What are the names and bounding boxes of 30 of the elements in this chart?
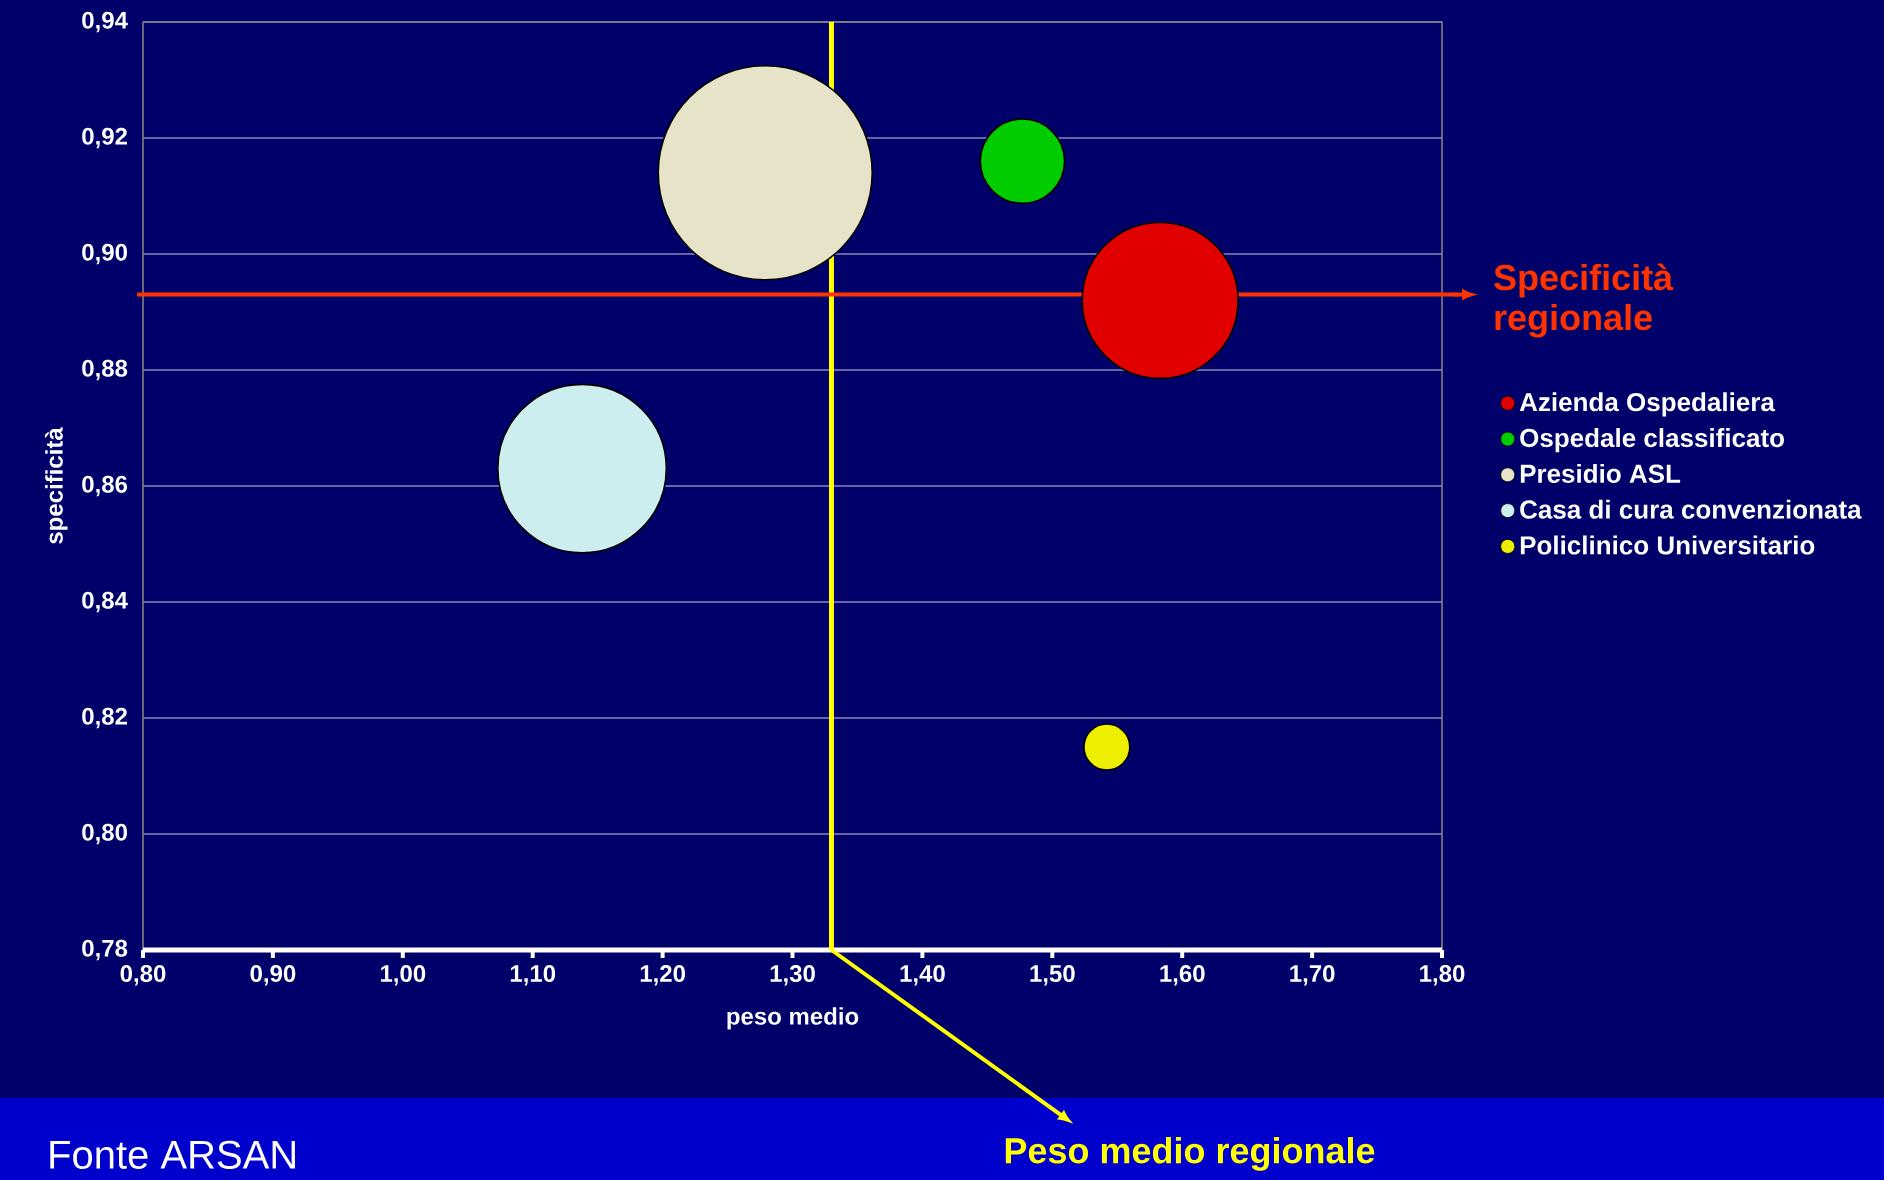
legend-label: Casa di cura convenzionata [1520, 499, 1862, 519]
x-tick-label: 1,10 [510, 965, 556, 986]
x-tick-label: 1,00 [380, 965, 426, 986]
x-axis-title: peso medio [727, 1007, 859, 1030]
x-tick-label: 1,20 [640, 965, 685, 986]
legend-label: Policlinico Universitario [1520, 535, 1815, 555]
ref-line-label: Peso medio regionale [1005, 1137, 1375, 1171]
source-note: Fonte ARSAN [50, 1140, 295, 1169]
y-tick-label: 0,80 [82, 823, 127, 845]
x-tick-label: 1,70 [1290, 965, 1335, 986]
ref-line-label: Specificità regionale [1494, 263, 1674, 338]
x-tick-label: 0,80 [120, 965, 166, 986]
x-tick-label: 1,80 [1420, 965, 1465, 986]
legend-label: Presidio ASL [1520, 463, 1681, 483]
legend-label: Ospedale classificato [1520, 428, 1784, 453]
y-tick-label: 0,86 [82, 475, 128, 497]
y-tick-label: 0,90 [82, 243, 127, 265]
y-axis-title: specificità [44, 427, 68, 544]
legend-label: Azienda Ospedaliera [1519, 392, 1776, 417]
x-tick-label: 1,40 [900, 965, 945, 986]
y-tick-label: 0,94 [82, 11, 128, 33]
y-tick-label: 0,92 [82, 127, 127, 149]
y-tick-label: 0,78 [82, 939, 128, 961]
x-tick-label: 0,90 [250, 965, 296, 986]
x-tick-label: 1,50 [1030, 965, 1075, 986]
y-tick-label: 0,82 [82, 707, 127, 729]
y-tick-label: 0,84 [82, 591, 128, 613]
x-tick-label: 1,30 [770, 965, 815, 986]
y-tick-label: 0,88 [82, 359, 128, 381]
x-tick-label: 1,60 [1160, 965, 1205, 986]
